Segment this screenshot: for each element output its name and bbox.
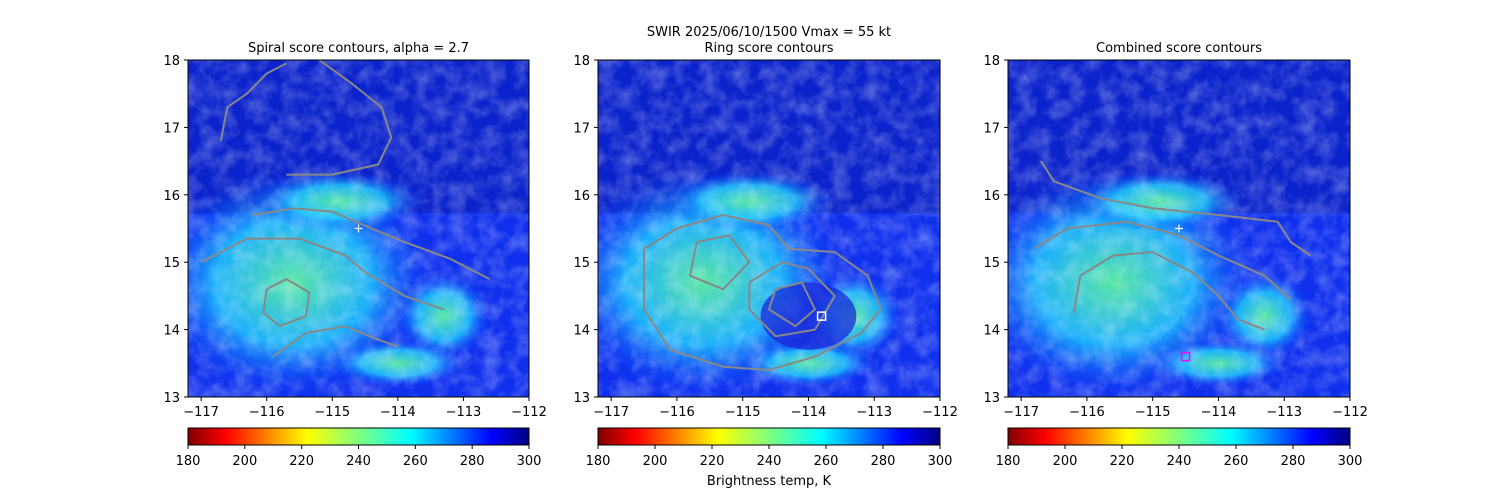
center-marker: [354, 224, 363, 233]
colorbar-tick-label: 180: [586, 454, 611, 469]
score-contour: [253, 207, 491, 280]
x-tick-label: −115: [1135, 405, 1171, 420]
colorbar-tick-label: 300: [1338, 454, 1363, 469]
colorbar-tick-label: 260: [403, 454, 428, 469]
x-tick-label: −112: [511, 405, 547, 420]
cloud-field: [598, 60, 940, 397]
x-tick-label: −117: [183, 405, 219, 420]
y-tick-label: 14: [573, 324, 590, 339]
score-contour: [1033, 220, 1292, 301]
y-tick-label: 16: [163, 189, 180, 204]
contour-group: [643, 214, 882, 371]
y-tick-label: 13: [983, 391, 1000, 406]
colorbar-tick-label: 240: [1167, 454, 1192, 469]
combined-center-marker: [1180, 351, 1191, 362]
colorbar-tick-label: 280: [871, 454, 896, 469]
panel-3: Combined score contours −117 −116 −115 −114 −…: [983, 41, 1368, 469]
score-contour: [272, 325, 399, 358]
colorbar-tick-label: 280: [1281, 454, 1306, 469]
y-tick-label: 16: [573, 189, 590, 204]
x-tick-label: −116: [249, 405, 285, 420]
x-tick-label: −115: [314, 405, 350, 420]
colorbar-tick-label: 240: [757, 454, 782, 469]
y-tick-label: 14: [983, 324, 1000, 339]
y-tick-label: 16: [983, 189, 1000, 204]
colorbar: [187, 427, 530, 446]
x-tick-label: −117: [593, 405, 629, 420]
colorbar-tick-label: 200: [232, 454, 257, 469]
colorbar-tick-label: 300: [517, 454, 542, 469]
x-tick-label: −114: [791, 405, 827, 420]
colorbar-tick-label: 220: [700, 454, 725, 469]
x-tick-label: −116: [1069, 405, 1105, 420]
score-contour: [1040, 160, 1312, 257]
y-tick-label: 15: [163, 256, 180, 271]
center-marker: [1175, 224, 1183, 233]
contour-group: [1033, 160, 1312, 331]
colorbar-tick-label: 220: [1110, 454, 1135, 469]
center-marker: [816, 311, 827, 321]
score-contour: [689, 234, 751, 291]
score-contour: [262, 278, 311, 328]
panel-2: Ring score contours −117 −116 −115 −114 −113 −…: [573, 41, 958, 469]
cloud-field: [1008, 60, 1350, 397]
score-contour: [219, 62, 287, 142]
axes-frame: [187, 59, 530, 398]
y-tick-label: 15: [573, 256, 590, 271]
panel-title: Combined score contours: [1096, 41, 1262, 56]
y-tick-label: 15: [983, 256, 1000, 271]
figure-suptitle: SWIR 2025/06/10/1500 Vmax = 55 kt: [647, 25, 891, 40]
y-tick-label: 18: [573, 54, 590, 69]
colorbar-tick-label: 220: [289, 454, 314, 469]
x-tick-label: −114: [1201, 405, 1237, 420]
colorbar: [1007, 427, 1351, 446]
colorbar-label: Brightness temp, K: [707, 474, 832, 489]
colorbar-tick-label: 200: [643, 454, 668, 469]
colorbar-tick-label: 240: [346, 454, 371, 469]
score-contour: [768, 281, 816, 328]
panel-1: Spiral score contours, alpha = 2.7 −117 −1…: [163, 41, 547, 469]
y-tick-label: 14: [163, 324, 180, 339]
x-tick-label: −112: [922, 405, 958, 420]
x-tick-label: −114: [380, 405, 416, 420]
x-tick-label: −113: [856, 405, 892, 420]
panel-title: Ring score contours: [704, 41, 833, 56]
contour-group: [200, 60, 491, 358]
score-contour: [643, 214, 882, 371]
x-tick-label: −115: [725, 405, 761, 420]
colorbar-tick-label: 200: [1053, 454, 1078, 469]
score-contour: [200, 237, 445, 311]
x-tick-label: −116: [659, 405, 695, 420]
y-tick-label: 17: [983, 121, 1000, 136]
x-tick-label: −117: [1003, 405, 1039, 420]
y-tick-label: 13: [573, 391, 590, 406]
colorbar-tick-label: 260: [814, 454, 839, 469]
y-tick-label: 17: [573, 121, 590, 136]
score-contour: [1072, 251, 1265, 331]
colorbar-tick-label: 280: [460, 454, 485, 469]
y-tick-label: 17: [163, 121, 180, 136]
x-tick-label: −113: [446, 405, 482, 420]
y-tick-label: 18: [983, 54, 1000, 69]
panel-title: Spiral score contours, alpha = 2.7: [248, 41, 469, 56]
x-tick-label: −113: [1266, 405, 1302, 420]
colorbar-tick-label: 180: [996, 454, 1021, 469]
score-contour: [286, 60, 393, 176]
axes-frame: [1007, 59, 1351, 398]
cloud-field: [188, 60, 529, 397]
axes-frame: [597, 59, 941, 398]
colorbar-tick-label: 300: [928, 454, 953, 469]
x-tick-label: −112: [1332, 405, 1368, 420]
y-tick-label: 18: [163, 54, 180, 69]
y-tick-label: 13: [163, 391, 180, 406]
colorbar-tick-label: 260: [1224, 454, 1249, 469]
colorbar: [597, 427, 941, 446]
colorbar-tick-label: 180: [176, 454, 201, 469]
